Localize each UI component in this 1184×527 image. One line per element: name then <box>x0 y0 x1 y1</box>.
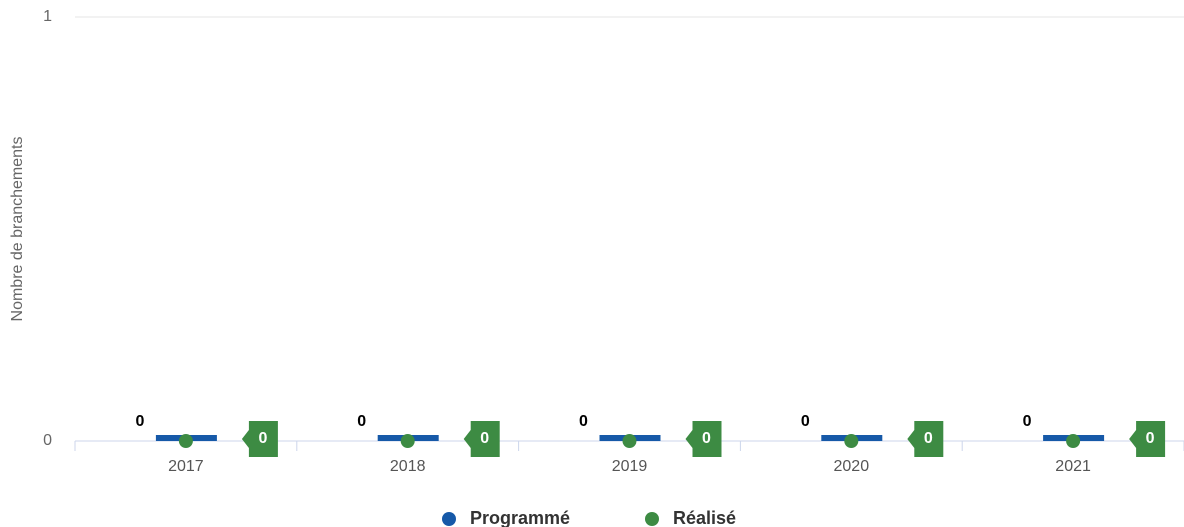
y-tick-label: 1 <box>43 8 52 25</box>
callout <box>685 421 722 457</box>
legend-symbol <box>442 512 456 526</box>
point-value-label: 0 <box>924 430 933 447</box>
callout <box>463 421 500 457</box>
x-tick-label: 2019 <box>612 458 648 475</box>
bar-value-label: 0 <box>357 413 366 430</box>
x-tick-label: 2017 <box>168 458 204 475</box>
callout <box>241 421 278 457</box>
y-tick-label: 0 <box>43 432 52 449</box>
bar-value-label: 0 <box>135 413 144 430</box>
callout <box>907 421 944 457</box>
callout <box>1129 421 1166 457</box>
point <box>178 434 193 448</box>
point <box>400 434 415 448</box>
bar-value-label: 0 <box>579 413 588 430</box>
legend-symbol <box>645 512 659 526</box>
point <box>622 434 637 448</box>
point-value-label: 0 <box>1146 430 1155 447</box>
x-tick-label: 2021 <box>1055 458 1091 475</box>
point <box>1066 434 1081 448</box>
legend-label: Programmé <box>470 508 570 527</box>
legend-label: Réalisé <box>673 508 736 527</box>
x-tick-label: 2018 <box>390 458 426 475</box>
point-value-label: 0 <box>480 430 489 447</box>
point <box>844 434 859 448</box>
point-value-label: 0 <box>258 430 267 447</box>
x-tick-label: 2020 <box>834 458 870 475</box>
bar-value-label: 0 <box>801 413 810 430</box>
y-axis-title: Nombre de branchements <box>9 137 26 322</box>
point-value-label: 0 <box>702 430 711 447</box>
bar-value-label: 0 <box>1023 413 1032 430</box>
